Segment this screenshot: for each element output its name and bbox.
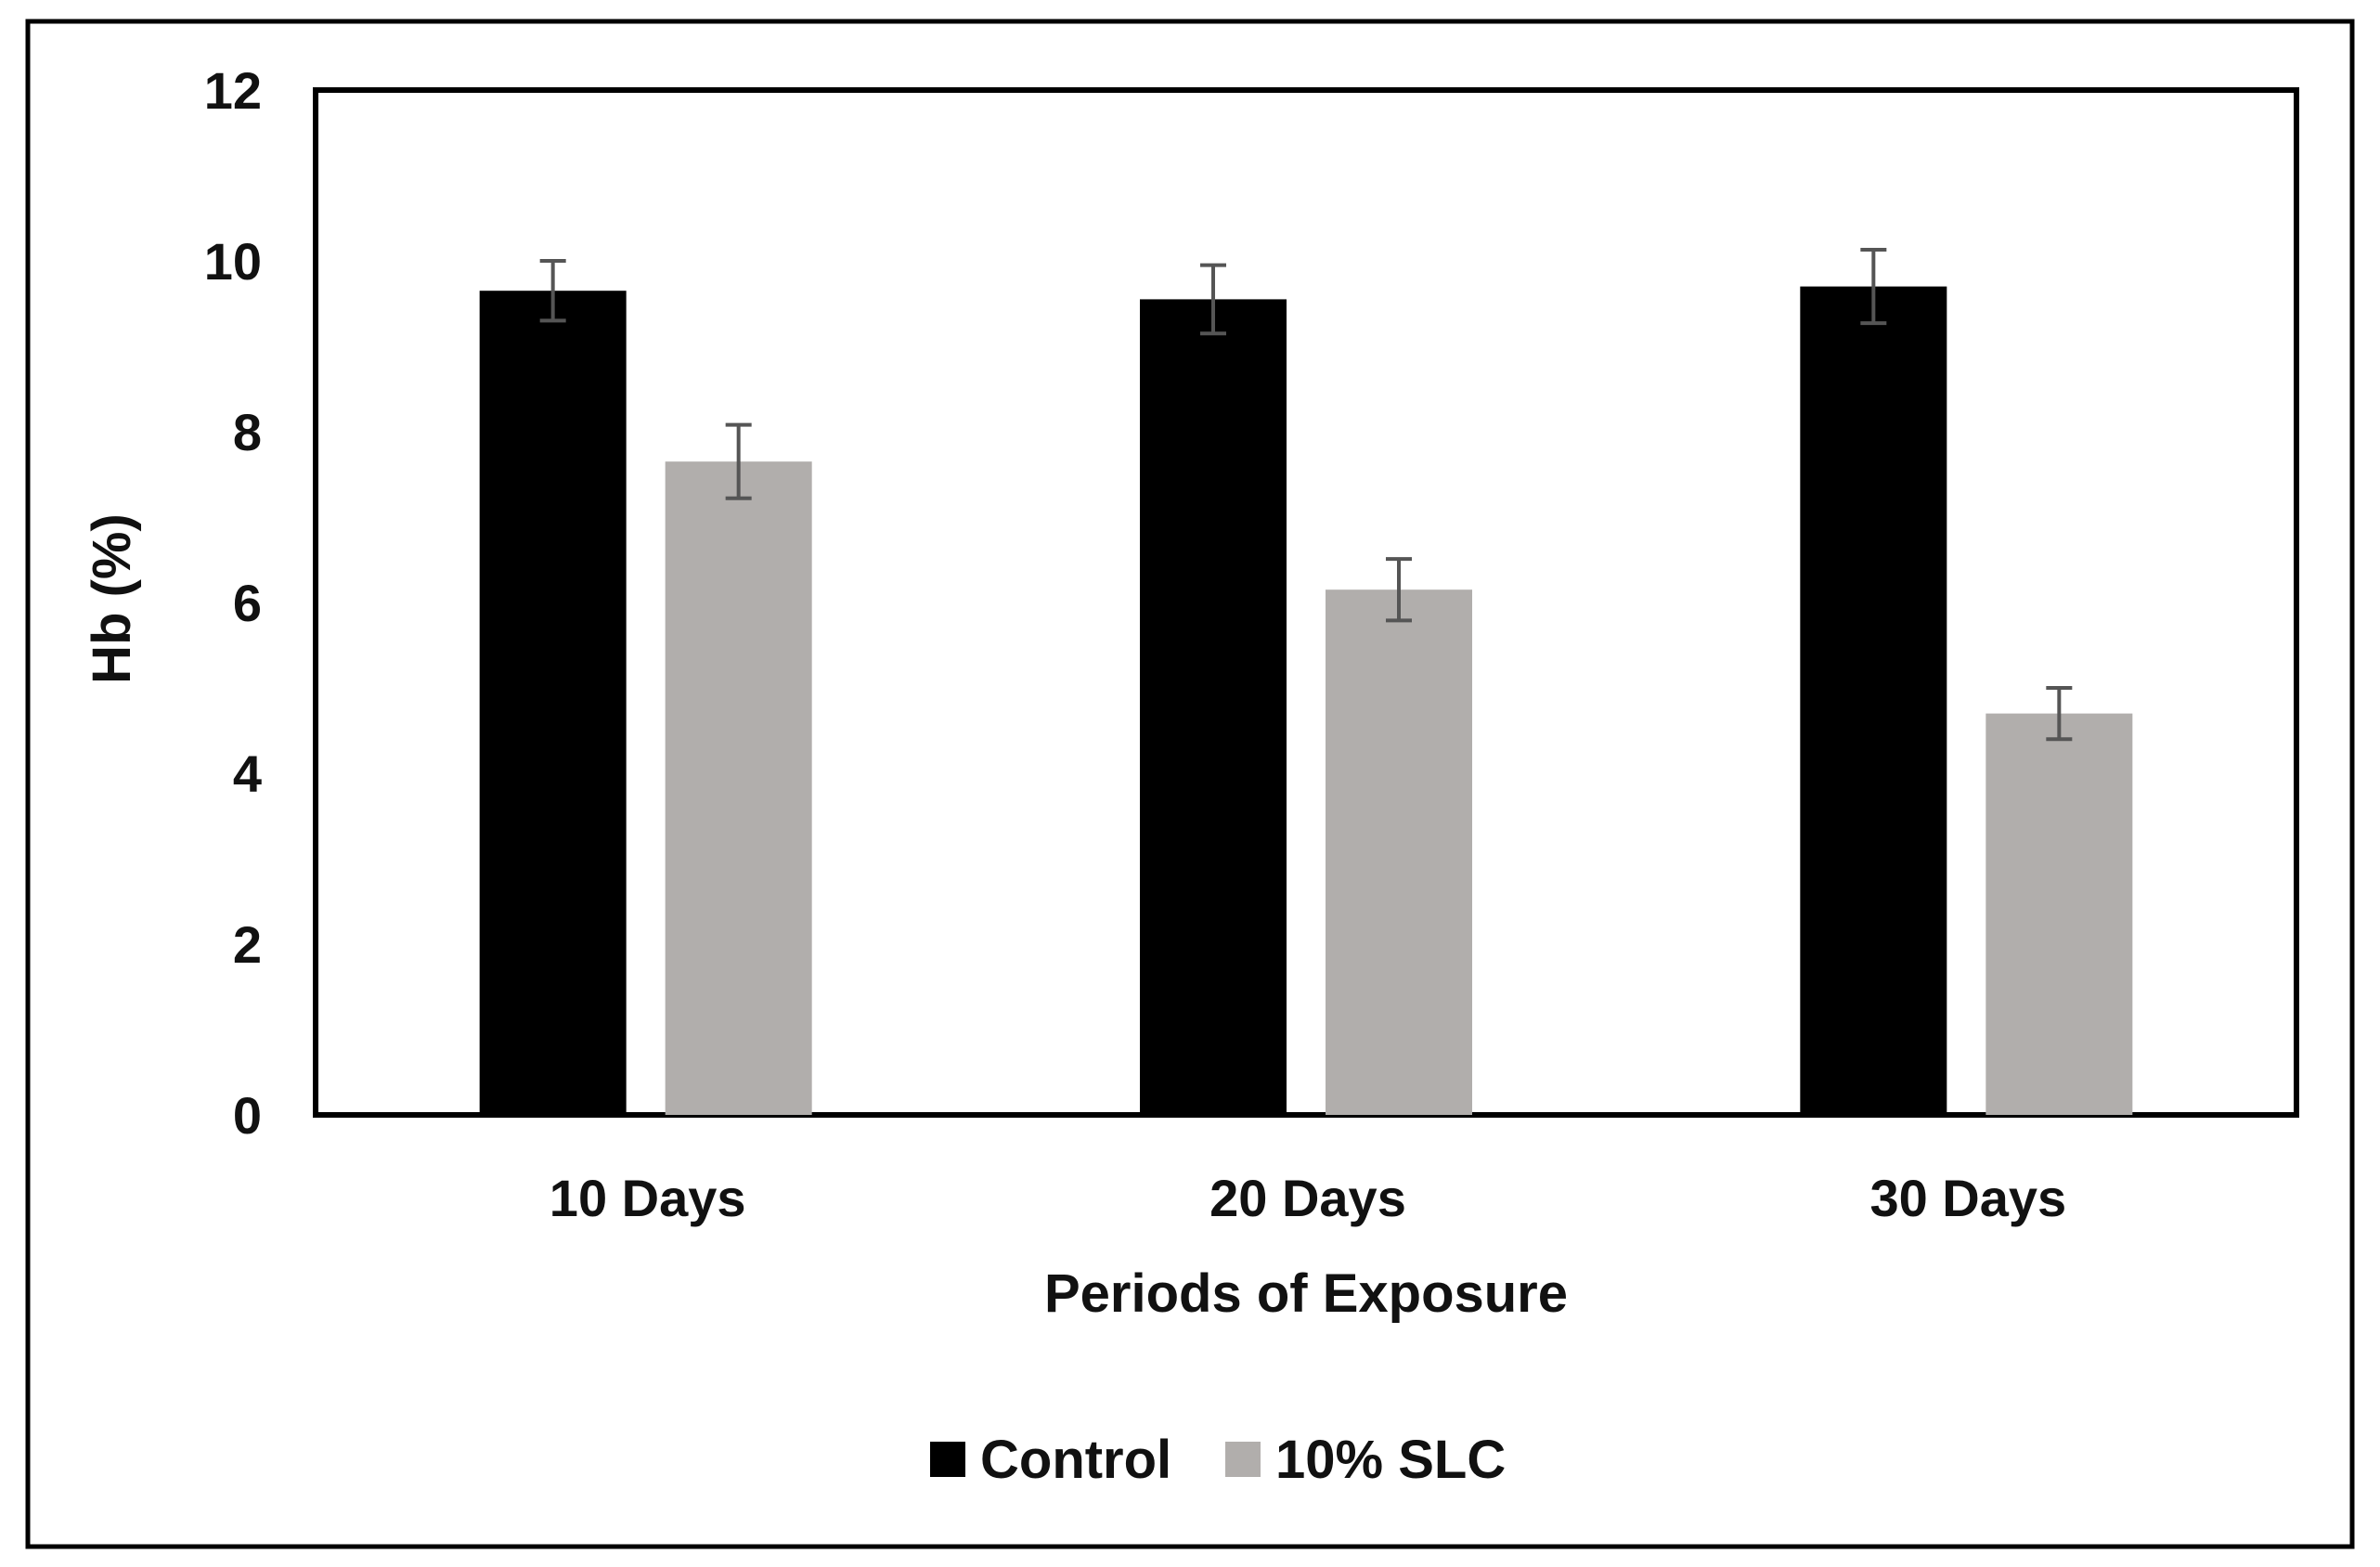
- bar-control-30-days: [1800, 286, 1947, 1116]
- bar-10-slc-30-days: [1985, 713, 2133, 1115]
- y-axis-title: Hb (%): [82, 513, 142, 684]
- y-tick-label: 12: [204, 61, 262, 120]
- y-tick-label: 8: [233, 403, 262, 461]
- legend-swatch-control: [930, 1442, 965, 1477]
- error-bar: [1386, 557, 1412, 623]
- x-axis-title: Periods of Exposure: [1044, 1263, 1568, 1324]
- error-bar: [725, 422, 752, 500]
- x-tick-label: 20 Days: [1209, 1169, 1406, 1227]
- bar-10-slc-20-days: [1326, 589, 1472, 1115]
- y-tick-label: 2: [233, 915, 262, 974]
- bar-control-10-days: [479, 291, 627, 1115]
- legend-swatch-10-slc: [1225, 1442, 1261, 1477]
- bar-marks: [479, 286, 2133, 1116]
- plot-area-frame: [313, 87, 2299, 1118]
- x-axis-category-labels: 10 Days 20 Days 30 Days: [550, 1169, 2066, 1227]
- error-bars: [539, 248, 2073, 742]
- y-tick-label: 10: [204, 232, 262, 291]
- error-bar: [1860, 248, 1887, 326]
- y-tick-label: 6: [233, 574, 262, 632]
- legend: Control 10% SLC: [930, 1430, 1506, 1490]
- error-bar: [539, 259, 566, 323]
- y-axis-tick-labels: 0 2 4 6 8 10 12: [204, 61, 262, 1145]
- legend-label: 10% SLC: [1275, 1430, 1506, 1490]
- bar-control-20-days: [1140, 299, 1287, 1115]
- y-tick-label: 4: [233, 745, 262, 803]
- y-tick-label: 0: [233, 1086, 262, 1145]
- legend-label: Control: [980, 1430, 1171, 1490]
- error-bar: [1200, 263, 1226, 336]
- error-bar: [2046, 686, 2073, 742]
- x-tick-label: 10 Days: [550, 1169, 746, 1227]
- x-tick-label: 30 Days: [1869, 1169, 2066, 1227]
- bar-10-slc-10-days: [665, 461, 812, 1115]
